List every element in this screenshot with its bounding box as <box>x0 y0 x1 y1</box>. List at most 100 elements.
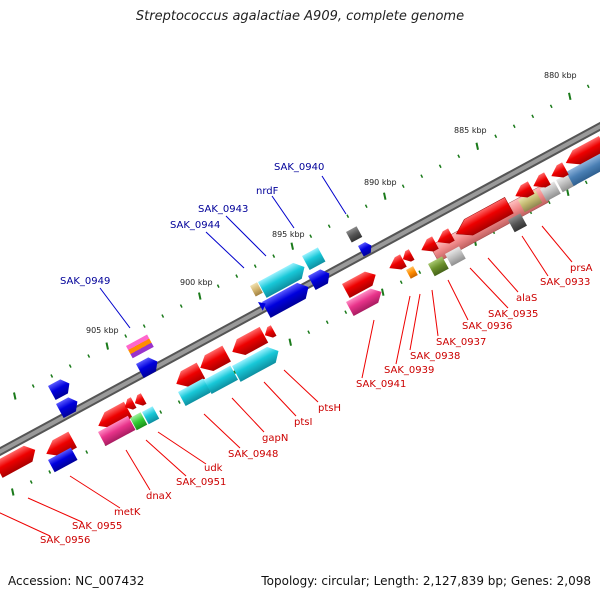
gene-label[interactable]: SAK_0949 <box>60 276 110 287</box>
gene-label[interactable]: SAK_0955 <box>72 521 122 532</box>
scale-tick <box>586 84 590 89</box>
gene-feature[interactable] <box>530 172 551 192</box>
scale-tick <box>11 488 15 496</box>
scale-tick <box>31 384 35 388</box>
gene-feature[interactable] <box>302 247 326 271</box>
gene-feature[interactable] <box>136 354 161 379</box>
gene-label[interactable]: SAK_0951 <box>176 477 226 488</box>
gene-feature[interactable] <box>434 228 455 248</box>
gene-label[interactable]: SAK_0943 <box>198 204 248 215</box>
scale-tick <box>124 334 128 338</box>
gene-feature[interactable] <box>232 343 283 382</box>
scale-tick <box>566 188 570 197</box>
scale-label: 905 kbp <box>86 326 119 335</box>
gene-feature[interactable] <box>308 266 333 291</box>
gene-label[interactable]: alaS <box>516 293 537 304</box>
gene-feature[interactable] <box>562 135 600 170</box>
gene-feature[interactable] <box>48 447 78 473</box>
scale-tick <box>29 480 33 484</box>
gene-feature[interactable] <box>178 376 216 407</box>
gene-label[interactable]: SAK_0941 <box>356 379 406 390</box>
scale-tick <box>547 200 551 205</box>
gene-feature[interactable] <box>196 345 231 376</box>
gene-feature[interactable] <box>262 325 277 340</box>
scale-label: 880 kbp <box>544 71 577 80</box>
gene-feature[interactable] <box>386 254 407 274</box>
gene-feature[interactable] <box>452 197 514 241</box>
gene-feature[interactable] <box>518 190 543 213</box>
gene-label[interactable]: gapN <box>262 433 288 444</box>
scale-labels: 880 kbp 885 kbp 890 kbp 895 kbp 900 kbp … <box>86 71 577 335</box>
gene-label[interactable]: udk <box>204 463 223 474</box>
gene-feature[interactable] <box>130 412 148 431</box>
gene-label[interactable]: SAK_0956 <box>40 535 90 546</box>
gene-label[interactable]: SAK_0944 <box>170 220 220 231</box>
gene-feature[interactable] <box>358 240 374 257</box>
gene-feature[interactable] <box>258 299 268 311</box>
gene-feature[interactable] <box>172 362 206 392</box>
gene-label[interactable]: SAK_0938 <box>410 351 460 362</box>
scale-tick <box>438 164 442 169</box>
gene-feature[interactable] <box>56 394 81 419</box>
gene-feature[interactable] <box>262 279 313 318</box>
gene-label[interactable]: prsA <box>570 263 593 274</box>
gene-label[interactable]: SAK_0933 <box>540 277 590 288</box>
gene-label[interactable]: ptsH <box>318 403 341 414</box>
gene-feature[interactable] <box>428 256 449 277</box>
gene-label[interactable]: dnaX <box>146 491 172 502</box>
scale-tick <box>383 192 387 200</box>
gene-feature[interactable] <box>548 162 569 182</box>
forward-gene-labels: SAK_0940 nrdF SAK_0943 SAK_0944 SAK_0949 <box>60 162 324 287</box>
forward-strand-genes <box>48 226 374 419</box>
gene-feature[interactable] <box>142 406 160 425</box>
gene-feature[interactable] <box>512 181 535 202</box>
scale-tick <box>494 134 498 139</box>
scale-tick <box>161 314 165 318</box>
scale-tick <box>327 224 331 229</box>
gene-feature[interactable] <box>122 397 137 412</box>
scale-tick <box>325 320 329 325</box>
gene-feature[interactable] <box>48 376 73 401</box>
gene-feature[interactable] <box>418 236 439 256</box>
gene-label[interactable]: SAK_0939 <box>384 365 434 376</box>
gene-feature[interactable] <box>445 246 466 267</box>
scale-label: 885 kbp <box>454 126 487 135</box>
gene-label[interactable]: SAK_0940 <box>274 162 324 173</box>
gene-feature[interactable] <box>0 442 39 478</box>
gene-feature[interactable] <box>346 226 363 243</box>
gene-feature[interactable] <box>250 282 263 297</box>
scale-label: 900 kbp <box>180 278 213 287</box>
gene-feature[interactable] <box>400 249 415 264</box>
gene-feature[interactable] <box>566 148 600 187</box>
gene-label[interactable]: SAK_0936 <box>462 321 512 332</box>
accession-text: Accession: NC_007432 <box>8 574 145 588</box>
gene-feature[interactable] <box>508 213 527 233</box>
gene-feature[interactable] <box>126 334 154 359</box>
reverse-gene-labels: prsA SAK_0933 alaS SAK_0935 SAK_0936 SAK… <box>40 263 593 546</box>
gene-feature[interactable] <box>346 285 385 317</box>
gene-feature[interactable] <box>228 326 269 360</box>
reverse-strand-genes <box>0 135 600 478</box>
gene-feature[interactable] <box>258 259 309 298</box>
scale-tick <box>512 124 516 129</box>
gene-feature[interactable] <box>204 365 238 395</box>
scale-tick <box>309 234 313 238</box>
scale-tick <box>177 400 181 404</box>
scale-tick <box>87 354 91 358</box>
scale-label: 890 kbp <box>364 178 397 187</box>
gene-label[interactable]: ptsI <box>294 417 312 428</box>
gene-feature[interactable] <box>342 268 380 299</box>
gene-feature[interactable] <box>98 415 136 447</box>
scale-tick <box>401 184 405 189</box>
gene-label[interactable]: SAK_0935 <box>488 309 538 320</box>
gene-label[interactable]: SAK_0948 <box>228 449 278 460</box>
gene-feature[interactable] <box>406 266 418 279</box>
scale-tick <box>68 364 72 368</box>
gene-label[interactable]: metK <box>114 507 141 518</box>
scale-tick <box>272 254 276 258</box>
gene-feature[interactable] <box>132 393 147 408</box>
gene-label[interactable]: SAK_0937 <box>436 337 486 348</box>
scale-tick <box>568 92 572 101</box>
gene-label[interactable]: nrdF <box>256 186 279 197</box>
